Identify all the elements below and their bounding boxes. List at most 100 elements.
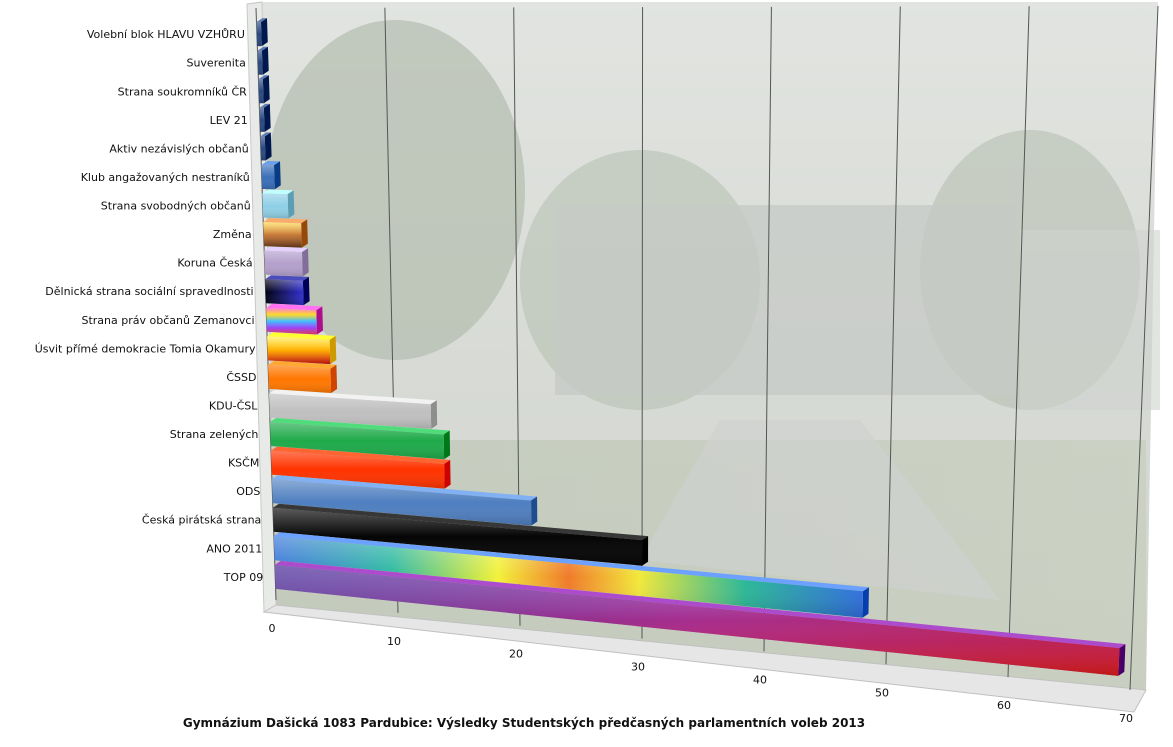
bar-top-face	[269, 389, 437, 405]
bar-shine	[269, 393, 432, 429]
bar-top-face	[269, 418, 450, 435]
category-label: Aktiv nezávislých občanů	[109, 142, 248, 155]
bar-end-face	[260, 18, 268, 47]
bar-end-face	[263, 103, 271, 132]
category-label: KSČM	[228, 457, 259, 470]
bar-top-face	[273, 532, 869, 592]
bar-end-face	[287, 190, 295, 219]
chart-title: Gymnázium Dašická 1083 Pardubice: Výsled…	[183, 716, 865, 730]
bar	[270, 446, 451, 489]
bar-end-face	[302, 248, 309, 277]
bar	[265, 275, 310, 306]
category-label: LEV 21	[210, 114, 248, 127]
category-label: Strana svobodných občanů	[101, 200, 251, 213]
category-label: Úsvit přímé demokracie Tomia Okamury	[35, 342, 256, 355]
x-tick-label: 10	[387, 635, 401, 648]
grid-line	[255, 7, 277, 601]
bar	[266, 303, 323, 335]
bar-shine	[261, 164, 275, 190]
bar-shine	[263, 222, 302, 248]
category-label: Suverenita	[186, 57, 245, 70]
bar-end-face	[262, 75, 270, 104]
bar-shine	[268, 364, 332, 393]
category-label: Klub angažovaných nestraníků	[81, 171, 250, 184]
category-label: ODS	[236, 485, 260, 498]
bar-shine	[274, 564, 1120, 676]
bar-shine	[264, 250, 303, 277]
bar-shine	[259, 107, 265, 132]
bar-shine	[260, 136, 266, 161]
grid-line	[1007, 6, 1030, 678]
bar-end-face	[274, 161, 281, 190]
bar-end-face	[862, 587, 869, 618]
bar-end-face	[430, 400, 438, 429]
category-label: KDU-ČSL	[209, 399, 258, 412]
bar	[261, 160, 281, 190]
bar	[260, 132, 272, 161]
bar	[262, 189, 295, 219]
bar-shine	[258, 79, 264, 104]
bar-end-face	[316, 306, 323, 335]
bar-shine	[272, 507, 643, 566]
category-label: Strana práv občanů Zemanovci	[81, 314, 254, 327]
bar-top-face	[259, 103, 270, 108]
bar-shine	[257, 50, 263, 75]
x-tick-label: 70	[1119, 712, 1133, 725]
bar-top-face	[263, 218, 308, 224]
bar	[274, 560, 1126, 676]
bar	[259, 103, 271, 132]
x-tick-label: 60	[997, 699, 1011, 712]
bar-shine	[273, 536, 863, 618]
bar	[273, 532, 869, 618]
bar-top-face	[266, 303, 323, 311]
bar-top-face	[257, 46, 268, 51]
bar-end-face	[642, 536, 649, 566]
grid-line	[1129, 5, 1159, 691]
bar-end-face	[302, 276, 310, 306]
bar-shine	[271, 479, 532, 526]
bar-end-face	[443, 430, 451, 460]
bar-top-face	[262, 189, 294, 195]
category-label: Změna	[213, 228, 252, 241]
bar	[268, 360, 338, 393]
bar	[256, 18, 268, 47]
bar-shine	[265, 279, 304, 306]
bar	[269, 389, 438, 429]
x-tick-label: 50	[875, 686, 889, 699]
bar-end-face	[329, 335, 337, 365]
bar-end-face	[301, 219, 308, 248]
bar-top-face	[261, 160, 281, 166]
bar	[272, 503, 649, 566]
category-label: TOP 09	[223, 571, 264, 584]
x-tick-label: 20	[509, 648, 523, 661]
bar-end-face	[261, 46, 269, 75]
bar-top-face	[260, 132, 271, 137]
bar	[263, 218, 308, 248]
category-label: Strana soukromníků ČR	[118, 85, 248, 98]
grid-line	[763, 6, 772, 652]
bar-shine	[266, 307, 317, 335]
x-tick-label: 40	[753, 673, 767, 686]
bar-end-face	[1118, 644, 1126, 676]
bar	[267, 332, 337, 365]
bar-end-face	[531, 496, 538, 526]
bar	[264, 246, 309, 277]
category-label: Dělnická strana sociální spravedlnosti	[45, 285, 253, 298]
category-label: Koruna Česká	[177, 257, 252, 270]
bar-end-face	[444, 459, 451, 489]
bar-shine	[270, 450, 445, 489]
category-label: ČSSD	[226, 371, 256, 384]
bar-end-face	[264, 132, 272, 161]
bar-top-face	[264, 246, 309, 253]
bar-top-face	[267, 332, 336, 340]
chart-floor	[262, 604, 1147, 713]
bar-shine	[269, 422, 445, 460]
grid-line	[885, 6, 901, 665]
bar-top-face	[258, 75, 269, 80]
bar	[271, 475, 538, 526]
category-label: ANO 2011	[206, 542, 262, 555]
bar-top-face	[271, 475, 538, 501]
bar-top-face	[270, 446, 451, 464]
